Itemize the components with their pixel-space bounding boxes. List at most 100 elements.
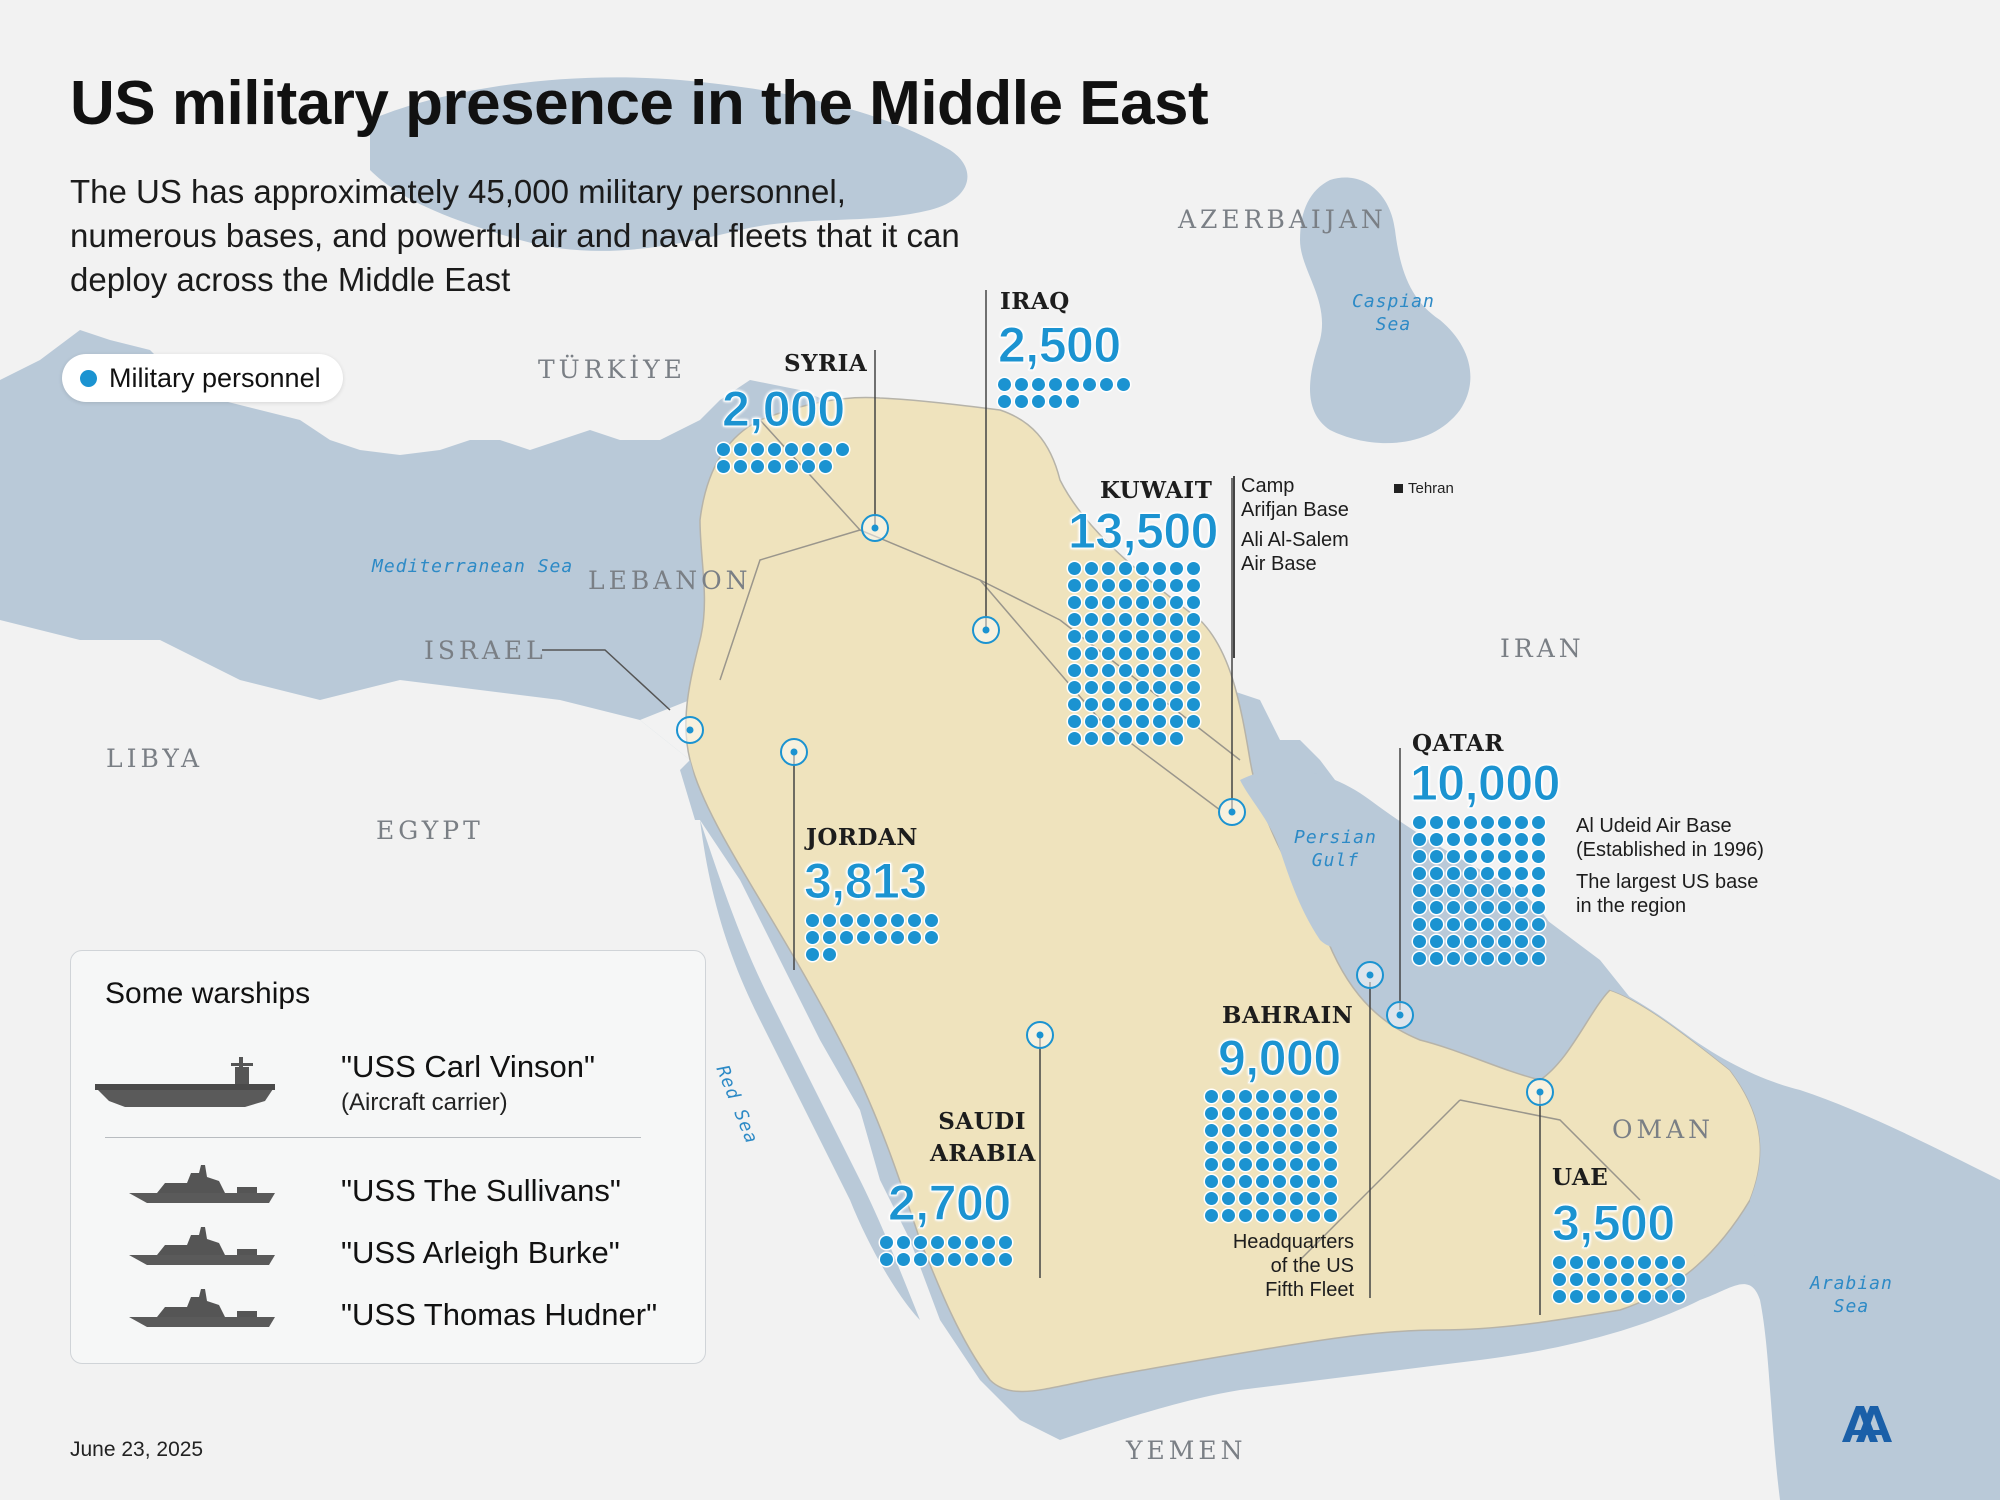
personnel-dot xyxy=(1570,1273,1583,1286)
personnel-dot xyxy=(891,914,904,927)
personnel-dot xyxy=(1447,867,1460,880)
personnel-dot xyxy=(1239,1158,1252,1171)
personnel-dot xyxy=(1187,715,1200,728)
personnel-dot xyxy=(1290,1175,1303,1188)
personnel-dot xyxy=(1068,715,1081,728)
personnel-dot xyxy=(1119,579,1132,592)
personnel-dot xyxy=(1290,1209,1303,1222)
personnel-dot xyxy=(717,443,730,456)
personnel-dot xyxy=(836,443,849,456)
personnel-dot xyxy=(1672,1273,1685,1286)
personnel-dot xyxy=(1307,1209,1320,1222)
personnel-dot xyxy=(1273,1209,1286,1222)
personnel-dot xyxy=(931,1236,944,1249)
personnel-dot xyxy=(1413,935,1426,948)
personnel-dot xyxy=(1307,1175,1320,1188)
destroyer-icon xyxy=(129,1165,275,1203)
personnel-dot xyxy=(1222,1107,1235,1120)
personnel-dot xyxy=(1430,867,1443,880)
personnel-dot xyxy=(1239,1090,1252,1103)
personnel-dot xyxy=(1205,1090,1218,1103)
personnel-dot xyxy=(1290,1158,1303,1171)
personnel-dot xyxy=(1119,664,1132,677)
personnel-dot xyxy=(1447,884,1460,897)
personnel-dot xyxy=(999,1236,1012,1249)
personnel-dot xyxy=(1621,1290,1634,1303)
personnel-dot xyxy=(1153,647,1166,660)
personnel-dot xyxy=(1413,816,1426,829)
personnel-dot xyxy=(948,1253,961,1266)
personnel-dot xyxy=(1083,378,1096,391)
personnel-dot xyxy=(1136,732,1149,745)
personnel-dot xyxy=(1553,1273,1566,1286)
personnel-dot xyxy=(1447,935,1460,948)
personnel-dot xyxy=(1638,1290,1651,1303)
personnel-dot xyxy=(1170,715,1183,728)
personnel-dot xyxy=(1205,1141,1218,1154)
personnel-dot xyxy=(965,1236,978,1249)
personnel-dot xyxy=(1604,1273,1617,1286)
personnel-dot xyxy=(802,460,815,473)
personnel-dot xyxy=(1117,378,1130,391)
personnel-dot xyxy=(1102,596,1115,609)
kuwait-base-1: Camp Arifjan Base xyxy=(1241,475,1349,521)
personnel-dot xyxy=(1119,732,1132,745)
personnel-dot xyxy=(1136,681,1149,694)
personnel-dot xyxy=(1498,952,1511,965)
personnel-dot xyxy=(1153,596,1166,609)
personnel-dot xyxy=(914,1236,927,1249)
personnel-dot xyxy=(1136,596,1149,609)
aircraft-carrier-icon xyxy=(95,1057,275,1107)
southern-landmass xyxy=(1060,1284,1780,1500)
label-oman: OMAN xyxy=(1612,1115,1715,1144)
personnel-dot xyxy=(1085,715,1098,728)
personnel-dot xyxy=(1324,1209,1337,1222)
label-persian-gulf: Persian Gulf xyxy=(1294,827,1377,871)
personnel-dot xyxy=(1119,647,1132,660)
personnel-dot xyxy=(1136,647,1149,660)
personnel-dot xyxy=(785,460,798,473)
personnel-dot xyxy=(1068,647,1081,660)
personnel-dot xyxy=(1187,596,1200,609)
personnel-dot xyxy=(1102,579,1115,592)
page-title: US military presence in the Middle East xyxy=(70,69,1209,138)
personnel-dot xyxy=(1170,732,1183,745)
personnel-dot xyxy=(1068,630,1081,643)
personnel-dot xyxy=(1187,562,1200,575)
personnel-dot xyxy=(1655,1273,1668,1286)
personnel-dot xyxy=(1119,681,1132,694)
personnel-dot xyxy=(1307,1090,1320,1103)
personnel-dot xyxy=(1205,1175,1218,1188)
personnel-dot xyxy=(1170,681,1183,694)
personnel-dot xyxy=(1136,715,1149,728)
personnel-dot xyxy=(1170,596,1183,609)
personnel-dot xyxy=(1239,1141,1252,1154)
personnel-dot xyxy=(1187,681,1200,694)
personnel-dot xyxy=(751,460,764,473)
personnel-dot xyxy=(874,931,887,944)
personnel-dot xyxy=(857,931,870,944)
personnel-dot xyxy=(880,1236,893,1249)
personnel-dot xyxy=(819,443,832,456)
personnel-dot xyxy=(1307,1192,1320,1205)
personnel-dot xyxy=(948,1236,961,1249)
personnel-dot xyxy=(1222,1090,1235,1103)
country-label-bahrain: BAHRAIN xyxy=(1222,1002,1354,1029)
personnel-dot xyxy=(1621,1273,1634,1286)
personnel-dot xyxy=(999,1253,1012,1266)
personnel-dot xyxy=(1153,579,1166,592)
personnel-dot xyxy=(1170,698,1183,711)
personnel-dot xyxy=(1256,1192,1269,1205)
personnel-dot xyxy=(1085,698,1098,711)
personnel-dot xyxy=(1638,1273,1651,1286)
personnel-dot xyxy=(1290,1124,1303,1137)
personnel-dot xyxy=(1655,1256,1668,1269)
personnel-dot xyxy=(1102,630,1115,643)
personnel-dot xyxy=(1604,1290,1617,1303)
ship-name-carl-vinson: "USS Carl Vinson" xyxy=(341,1049,596,1084)
personnel-dot xyxy=(1085,664,1098,677)
personnel-dot xyxy=(1085,647,1098,660)
personnel-dot xyxy=(1290,1107,1303,1120)
personnel-dot xyxy=(857,914,870,927)
personnel-dot xyxy=(1100,378,1113,391)
